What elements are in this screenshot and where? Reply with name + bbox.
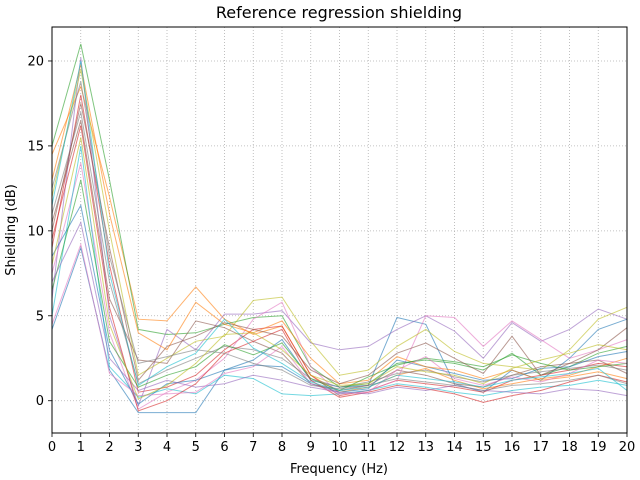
x-tick-label: 15 xyxy=(475,440,492,455)
x-tick-label: 4 xyxy=(163,440,171,455)
series-line-17 xyxy=(51,81,628,392)
x-tick-label: 18 xyxy=(561,440,578,455)
series-line-14 xyxy=(51,220,628,397)
x-axis-ticks: 0 1 2 3 4 5 6 7 8 9 10 11 12 13 14 15 16 17 18 19 20 xyxy=(48,433,635,455)
y-tick-label: 10 xyxy=(27,224,44,239)
x-tick-label: 10 xyxy=(331,440,348,455)
x-axis-label: Frequency (Hz) xyxy=(290,462,388,477)
y-axis-label: Shielding (dB) xyxy=(4,184,19,276)
series-line-3 xyxy=(51,94,628,397)
x-tick-label: 6 xyxy=(220,440,228,455)
series-line-4 xyxy=(51,57,628,408)
series-line-13 xyxy=(51,125,628,412)
y-axis-ticks: 0 5 10 15 20 xyxy=(27,54,52,409)
x-tick-label: 12 xyxy=(389,440,406,455)
x-tick-label: 2 xyxy=(105,440,113,455)
x-tick-label: 20 xyxy=(619,440,636,455)
series-line-11 xyxy=(51,64,628,385)
y-tick-label: 5 xyxy=(36,309,44,324)
x-tick-label: 1 xyxy=(77,440,85,455)
x-tick-label: 14 xyxy=(446,440,463,455)
y-tick-label: 20 xyxy=(27,54,44,69)
series-line-18 xyxy=(51,137,628,400)
series-line-16 xyxy=(51,242,628,397)
y-tick-label: 0 xyxy=(36,394,44,409)
x-tick-label: 9 xyxy=(307,440,315,455)
x-tick-label: 13 xyxy=(417,440,434,455)
x-tick-label: 11 xyxy=(360,440,377,455)
x-tick-label: 17 xyxy=(532,440,549,455)
y-tick-label: 15 xyxy=(27,139,44,154)
x-tick-label: 19 xyxy=(590,440,607,455)
x-tick-label: 8 xyxy=(278,440,286,455)
series-line-15 xyxy=(51,103,628,385)
x-tick-label: 16 xyxy=(504,440,521,455)
x-tick-label: 7 xyxy=(249,440,257,455)
x-tick-label: 5 xyxy=(192,440,200,455)
x-tick-label: 0 xyxy=(48,440,56,455)
chart-title: Reference regression shielding xyxy=(216,3,462,22)
series-lines xyxy=(51,43,628,414)
x-tick-label: 3 xyxy=(134,440,142,455)
series-line-2 xyxy=(51,43,628,388)
series-line-19 xyxy=(51,60,628,392)
